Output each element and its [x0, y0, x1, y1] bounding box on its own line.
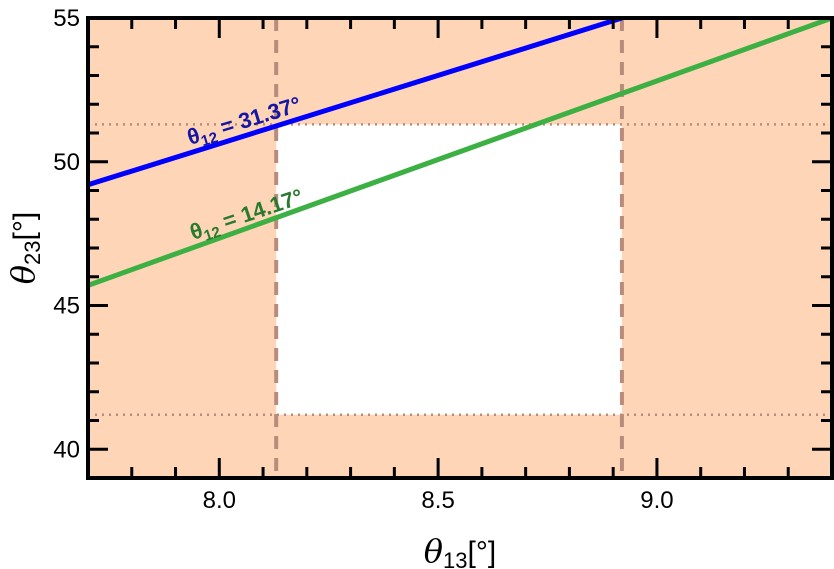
series-line-theta12-14-17 — [88, 18, 832, 288]
y-tick-label-50: 50 — [53, 149, 80, 176]
y-tick-label-45: 45 — [53, 293, 80, 320]
y-tick-label-40: 40 — [53, 436, 80, 463]
x-axis-title: θ13[°] — [424, 532, 496, 569]
plot-frame — [86, 16, 834, 480]
plot-area — [88, 18, 832, 478]
series-line-theta12-31-37 — [88, 18, 623, 188]
y-tick-label-55: 55 — [53, 5, 80, 32]
allowed-region — [276, 124, 622, 415]
x-tick-label-8-0: 8.0 — [203, 487, 236, 514]
y-axis-title: θ23[°] — [4, 212, 45, 284]
x-tick-label-9-0: 9.0 — [640, 487, 673, 514]
x-tick-label-8-5: 8.5 — [421, 487, 454, 514]
